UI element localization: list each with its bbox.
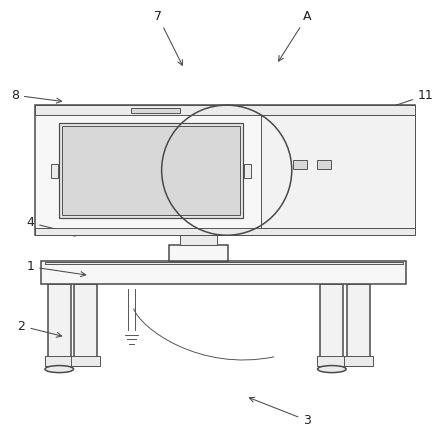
Bar (71, 356, 100, 366)
Bar (132, 108, 180, 112)
Ellipse shape (318, 366, 346, 373)
Bar (317, 356, 346, 366)
Bar (35, 105, 415, 115)
Bar (347, 284, 369, 366)
Bar (320, 284, 343, 366)
Bar (180, 235, 217, 245)
Bar (35, 228, 415, 235)
Bar (344, 356, 373, 366)
Bar (261, 115, 415, 228)
Bar (244, 164, 251, 178)
Text: 8: 8 (11, 89, 62, 103)
Text: 2: 2 (18, 320, 62, 337)
Text: 4: 4 (26, 216, 79, 236)
Bar (59, 123, 243, 218)
Text: A: A (279, 10, 311, 61)
Bar (169, 245, 228, 262)
Text: 3: 3 (249, 397, 311, 427)
Bar (74, 284, 97, 366)
Bar (41, 262, 406, 284)
Bar (45, 356, 74, 366)
Bar (45, 262, 403, 265)
Bar (51, 164, 58, 178)
Bar (317, 161, 331, 169)
Text: 1: 1 (26, 260, 85, 277)
Ellipse shape (45, 366, 74, 373)
Text: 7: 7 (154, 10, 183, 65)
Bar (35, 105, 415, 235)
Bar (48, 284, 71, 366)
Bar (62, 126, 240, 215)
Text: 11: 11 (377, 89, 434, 112)
Bar (292, 161, 307, 169)
